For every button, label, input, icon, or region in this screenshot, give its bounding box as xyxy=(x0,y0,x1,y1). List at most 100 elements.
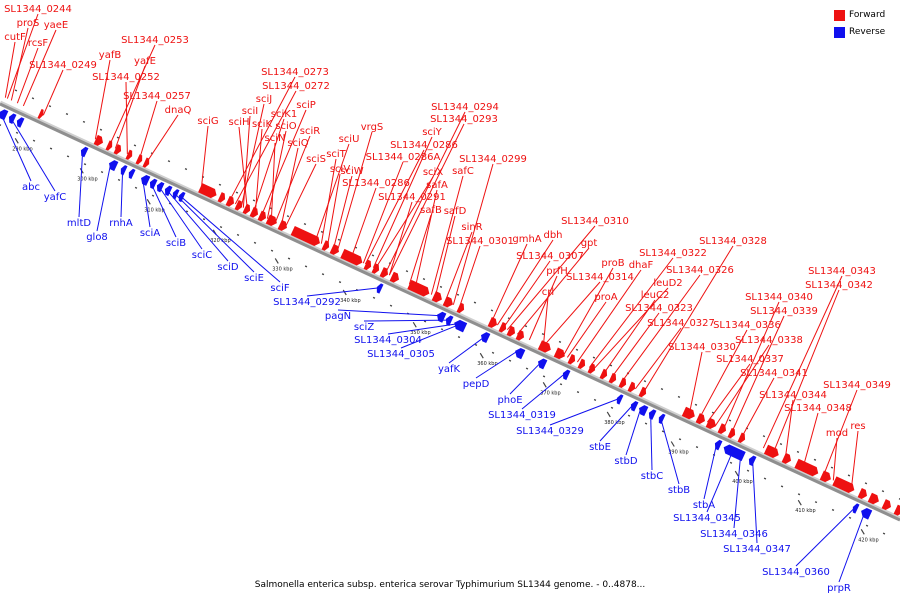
forward-gene-label: crl xyxy=(542,287,554,298)
frame-tick xyxy=(15,131,19,134)
forward-gene-label: SL1344_0249 xyxy=(29,60,97,71)
forward-gene-label: SL1344_0344 xyxy=(759,390,827,401)
forward-gene-label: sciR xyxy=(300,126,320,137)
forward-gene-label: sciY xyxy=(422,127,442,138)
forward-gene-label: SL1344_0327 xyxy=(647,318,715,329)
forward-leader-line xyxy=(108,44,156,146)
forward-leader-line xyxy=(266,130,287,219)
forward-leader-line xyxy=(576,269,642,363)
kbp-tick-mark xyxy=(14,137,19,144)
forward-gene xyxy=(577,358,586,370)
forward-gene-label: SL1344_0307 xyxy=(516,251,584,262)
frame-tick xyxy=(270,249,274,252)
reverse-gene-label: glo8 xyxy=(86,232,108,243)
frame-tick xyxy=(490,309,494,312)
kbp-tick-mark xyxy=(274,258,279,264)
forward-leader-line xyxy=(490,243,528,323)
forward-gene-label: SL1344_0314 xyxy=(566,272,634,283)
forward-gene xyxy=(93,134,103,146)
forward-leader-line xyxy=(542,296,549,347)
frame-tick xyxy=(99,128,103,131)
frame-tick xyxy=(559,383,563,386)
forward-leader-line xyxy=(320,158,337,244)
frame-tick xyxy=(695,446,699,449)
frame-tick xyxy=(83,163,87,166)
frame-tick xyxy=(831,508,835,512)
forward-gene xyxy=(781,452,791,464)
forward-leader-line xyxy=(444,231,473,302)
forward-gene xyxy=(363,259,372,271)
forward-leader-line xyxy=(516,247,590,335)
forward-gene-label: SL1344_0349 xyxy=(823,380,891,391)
frame-tick xyxy=(14,89,18,92)
kbp-tick-mark xyxy=(797,499,802,506)
frame-tick xyxy=(661,430,665,433)
frame-tick xyxy=(202,218,206,221)
forward-leader-line xyxy=(528,275,558,341)
kbp-tick-label: 420 kbp xyxy=(858,537,878,543)
forward-gene-label: rcsF xyxy=(28,38,49,49)
forward-gene-label: safA xyxy=(426,180,448,191)
frame-tick xyxy=(422,277,426,281)
frame-tick xyxy=(185,210,189,213)
genome-backbone xyxy=(0,102,900,522)
forward-leader-line xyxy=(284,163,317,228)
forward-gene-label: res xyxy=(850,421,865,432)
forward-leader-line xyxy=(260,109,307,217)
forward-leader-line xyxy=(430,175,464,295)
reverse-swatch xyxy=(834,26,845,38)
forward-gene xyxy=(389,271,399,283)
forward-gene-label: SL1344_0337 xyxy=(716,354,784,365)
forward-gene-label: sciI xyxy=(242,106,258,117)
frame-tick xyxy=(49,147,53,150)
forward-gene-label: SL1344_0330 xyxy=(668,342,736,353)
reverse-leader-line xyxy=(752,460,758,544)
forward-leader-line xyxy=(542,281,601,347)
legend-forward-label: Forward xyxy=(849,10,886,20)
forward-gene-label: proS xyxy=(17,18,40,29)
forward-gene-label: SL1344_0286A xyxy=(366,152,441,163)
reverse-gene xyxy=(109,160,119,172)
forward-gene xyxy=(125,149,133,160)
forward-leader-line xyxy=(502,260,551,329)
kbp-tick-mark xyxy=(860,529,865,535)
frame-tick xyxy=(337,238,341,241)
frame-tick xyxy=(218,183,222,186)
forward-gene xyxy=(37,108,44,119)
reverse-gene xyxy=(454,319,468,333)
frame-tick xyxy=(303,222,307,226)
forward-leader-line xyxy=(350,187,377,258)
frame-tick xyxy=(31,97,35,100)
forward-leader-line xyxy=(408,214,432,285)
frame-tick xyxy=(439,285,443,288)
forward-gene-label: sciW xyxy=(340,166,363,177)
forward-gene-label: SL1344_0244 xyxy=(4,4,72,15)
frame-tick xyxy=(474,343,478,347)
forward-gene xyxy=(893,504,900,516)
forward-gene-label: dbh xyxy=(543,230,562,241)
forward-leader-line xyxy=(228,76,296,202)
reverse-gene xyxy=(120,165,128,176)
reverse-gene-label: stbE xyxy=(589,442,611,453)
reverse-leader-line xyxy=(78,150,84,218)
reverse-gene-label: rnhA xyxy=(109,218,133,229)
frame-tick xyxy=(219,226,223,229)
legend-reverse-label: Reverse xyxy=(849,27,886,37)
forward-gene xyxy=(553,347,565,360)
forward-leader-line xyxy=(434,215,456,297)
forward-gene xyxy=(442,296,453,308)
reverse-leader-line xyxy=(509,362,542,395)
forward-gene-label: mod xyxy=(826,428,848,439)
reverse-leader-line xyxy=(521,373,565,410)
forward-gene-label: SL1344_0253 xyxy=(121,35,189,46)
forward-gene xyxy=(234,200,243,211)
reverse-leader-line xyxy=(400,324,459,349)
legend-reverse: Reverse xyxy=(834,25,896,39)
reverse-leader-line xyxy=(650,413,653,471)
frame-tick xyxy=(746,469,750,472)
forward-leader-line xyxy=(362,161,404,264)
reverse-gene xyxy=(748,455,757,467)
forward-leader-line xyxy=(274,135,311,223)
forward-leader-line xyxy=(242,115,251,208)
forward-gene-label: yafB xyxy=(99,50,122,61)
